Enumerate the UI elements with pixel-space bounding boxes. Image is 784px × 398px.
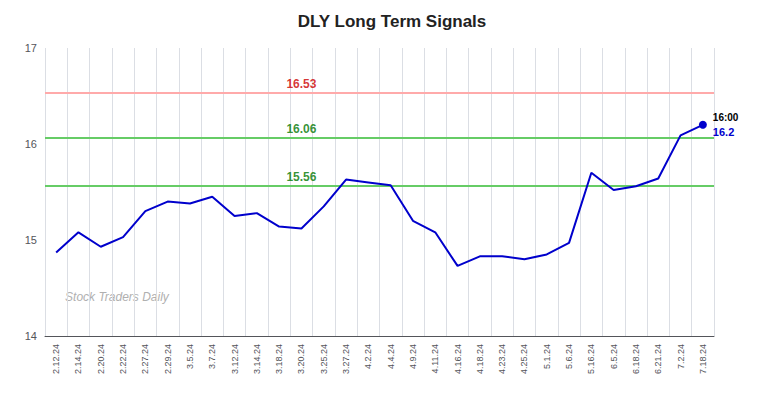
svg-text:Stock Traders Daily: Stock Traders Daily xyxy=(65,290,170,304)
svg-text:7.2.24: 7.2.24 xyxy=(676,344,686,369)
svg-text:3.14.24: 3.14.24 xyxy=(252,344,262,374)
svg-text:16: 16 xyxy=(25,138,37,150)
svg-text:3.12.24: 3.12.24 xyxy=(230,344,240,374)
svg-text:4.9.24: 4.9.24 xyxy=(408,344,418,369)
svg-text:5.6.24: 5.6.24 xyxy=(564,344,574,369)
svg-text:4.16.24: 4.16.24 xyxy=(453,344,463,374)
svg-text:3.5.24: 3.5.24 xyxy=(185,344,195,369)
svg-text:3.25.24: 3.25.24 xyxy=(319,344,329,374)
svg-text:4.4.24: 4.4.24 xyxy=(386,344,396,369)
svg-text:2.29.24: 2.29.24 xyxy=(163,344,173,374)
svg-text:3.18.24: 3.18.24 xyxy=(274,344,284,374)
svg-text:5.16.24: 5.16.24 xyxy=(586,344,596,374)
svg-text:2.27.24: 2.27.24 xyxy=(140,344,150,374)
svg-text:6.5.24: 6.5.24 xyxy=(609,344,619,369)
svg-text:16.53: 16.53 xyxy=(286,77,316,91)
svg-text:6.18.24: 6.18.24 xyxy=(631,344,641,374)
svg-text:4.25.24: 4.25.24 xyxy=(519,344,529,374)
svg-text:15: 15 xyxy=(25,234,37,246)
svg-text:17: 17 xyxy=(25,42,37,54)
svg-text:3.20.24: 3.20.24 xyxy=(296,344,306,374)
svg-text:16:00: 16:00 xyxy=(713,112,739,123)
svg-text:DLY Long Term Signals: DLY Long Term Signals xyxy=(298,12,487,31)
svg-text:2.20.24: 2.20.24 xyxy=(96,344,106,374)
svg-text:4.23.24: 4.23.24 xyxy=(497,344,507,374)
svg-text:4.11.24: 4.11.24 xyxy=(430,344,440,373)
svg-text:7.18.24: 7.18.24 xyxy=(698,344,708,374)
svg-text:4.2.24: 4.2.24 xyxy=(363,344,373,369)
svg-text:3.7.24: 3.7.24 xyxy=(207,344,217,369)
svg-text:15.56: 15.56 xyxy=(286,170,316,184)
svg-text:16.06: 16.06 xyxy=(286,122,316,136)
svg-text:14: 14 xyxy=(25,330,37,342)
svg-text:4.18.24: 4.18.24 xyxy=(475,344,485,374)
svg-text:2.22.24: 2.22.24 xyxy=(118,344,128,374)
svg-text:2.14.24: 2.14.24 xyxy=(73,344,83,374)
svg-text:2.12.24: 2.12.24 xyxy=(51,344,61,374)
svg-text:6.21.24: 6.21.24 xyxy=(653,344,663,374)
svg-text:5.1.24: 5.1.24 xyxy=(542,344,552,369)
svg-text:3.27.24: 3.27.24 xyxy=(341,344,351,374)
svg-text:16.2: 16.2 xyxy=(713,126,734,138)
